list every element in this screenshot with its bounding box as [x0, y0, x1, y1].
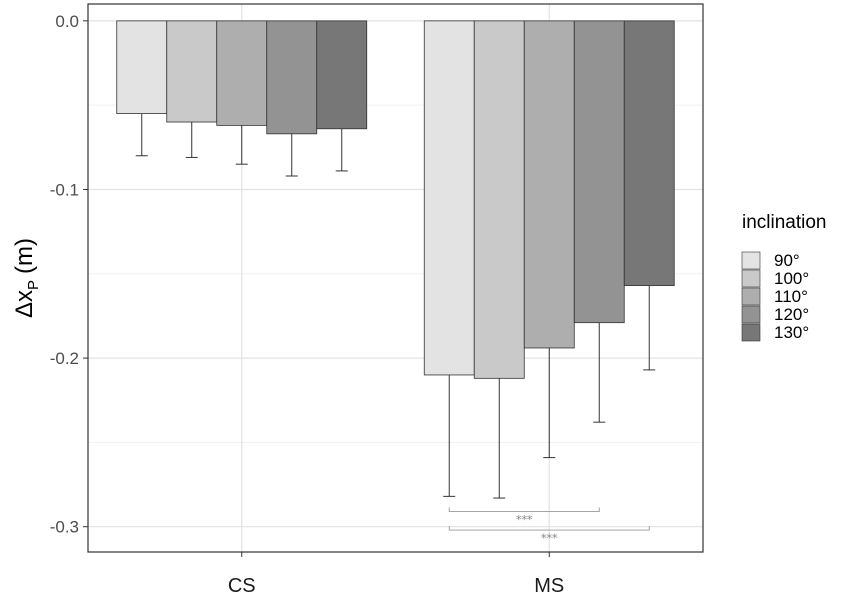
bar-cs-4: [316, 20, 368, 130]
legend-swatch: [741, 251, 761, 270]
legend-label: 130°: [774, 323, 809, 342]
significance-bracket: [448, 526, 650, 531]
legend-label: 100°: [774, 269, 809, 288]
bar-cs-0: [116, 20, 168, 115]
legend-label: 120°: [774, 305, 809, 324]
bar-cs-1: [166, 20, 218, 123]
bar-ms-4: [623, 20, 675, 286]
x-tick-label: MS: [534, 575, 564, 597]
legend-swatch: [741, 287, 761, 306]
bar-ms-3: [573, 20, 625, 324]
legend-swatch: [741, 323, 761, 342]
bar-cs-2: [216, 20, 268, 126]
legend-title: inclination: [742, 212, 827, 233]
legend: inclination 90°100°110°120°130°: [741, 212, 827, 342]
bar-ms-0: [423, 20, 475, 376]
legend-label: 110°: [774, 287, 808, 306]
x-tick-label: CS: [228, 575, 256, 597]
bar-ms-2: [523, 20, 575, 349]
y-tick-label: -0.3: [50, 518, 79, 537]
bars: [116, 20, 675, 379]
bar-ms-1: [473, 20, 525, 379]
y-tick-label: -0.2: [50, 349, 79, 368]
significance-bracket: [448, 507, 600, 512]
y-axis: 0.0 -0.1 -0.2 -0.3: [50, 12, 88, 537]
bar-cs-3: [266, 20, 318, 135]
y-tick-label: 0.0: [55, 12, 79, 31]
legend-swatch: [741, 305, 761, 324]
y-axis-label: ΔxP(m): [11, 238, 42, 318]
error-bars: [135, 113, 656, 499]
x-axis: CS MS: [228, 552, 564, 597]
significance-label: ***: [541, 532, 558, 545]
plot-panel-border: [87, 3, 704, 553]
legend-swatch: [741, 269, 761, 288]
significance-brackets: *** ***: [448, 507, 650, 545]
significance-label: ***: [516, 514, 533, 527]
y-tick-label: -0.1: [50, 180, 79, 199]
legend-label: 90°: [774, 251, 800, 270]
